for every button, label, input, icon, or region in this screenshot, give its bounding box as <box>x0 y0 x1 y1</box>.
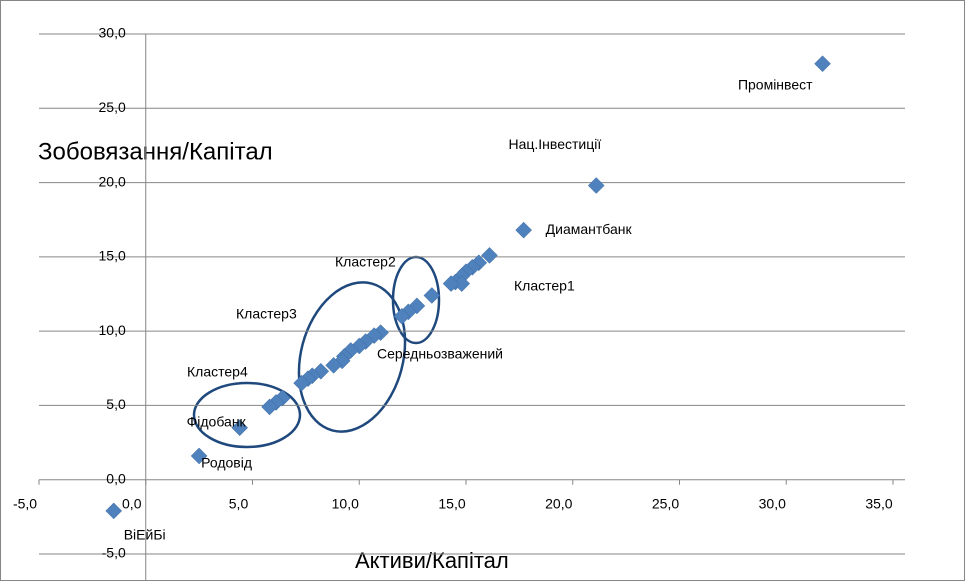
y-tick-label: 20,0 <box>99 173 126 189</box>
y-tick-label: 25,0 <box>99 99 126 115</box>
point-label: Родовід <box>201 455 252 471</box>
data-point <box>814 55 831 73</box>
y-tick-label: 10,0 <box>99 322 126 338</box>
y-axis-title: Зобовязання/Капітал <box>38 138 273 165</box>
data-point <box>481 247 498 264</box>
cluster-ellipse <box>192 381 302 449</box>
point-label: Промінвест <box>738 76 813 92</box>
annotation: Кластер2 <box>335 254 396 270</box>
x-axis-title: Активи/Капітал <box>355 548 509 573</box>
data-point <box>293 374 310 392</box>
point-label: Нац.Інвестиції <box>508 136 601 152</box>
y-tick-label: 0,0 <box>106 470 126 486</box>
x-tick-label: 10,0 <box>332 495 359 511</box>
y-tick-label: 15,0 <box>99 248 126 264</box>
x-tick-label: 0,0 <box>122 495 142 511</box>
data-point <box>423 287 441 304</box>
data-point <box>325 356 342 374</box>
annotation: Середньозважений <box>377 346 503 362</box>
x-tick-label: -5,0 <box>13 495 37 511</box>
data-point <box>105 502 123 520</box>
y-tick-label: 30,0 <box>99 25 126 41</box>
point-label: ВіЕйБі <box>124 527 166 543</box>
cluster-ellipse <box>297 281 407 433</box>
annotation: Кластер1 <box>514 278 575 294</box>
annotation: Кластер4 <box>187 364 248 380</box>
x-tick-label: 20,0 <box>545 495 572 511</box>
point-label: Фідобанк <box>187 413 247 429</box>
data-point <box>442 275 460 292</box>
data-point <box>408 297 426 315</box>
x-tick-label: 30,0 <box>759 495 786 511</box>
data-point <box>515 221 532 239</box>
annotation: Кластер3 <box>236 306 297 322</box>
data-point <box>261 398 278 416</box>
x-tick-label: 25,0 <box>652 495 679 511</box>
point-label: Диамантбанк <box>546 221 633 237</box>
x-tick-label: 35,0 <box>865 495 892 511</box>
x-tick-label: 5,0 <box>229 495 249 511</box>
y-tick-label: -5,0 <box>102 545 126 561</box>
x-tick-label: 15,0 <box>438 495 465 511</box>
data-point <box>587 177 605 194</box>
y-tick-label: 5,0 <box>106 396 126 412</box>
data-point <box>393 307 411 325</box>
data-point <box>231 419 249 437</box>
data-point <box>190 447 208 465</box>
